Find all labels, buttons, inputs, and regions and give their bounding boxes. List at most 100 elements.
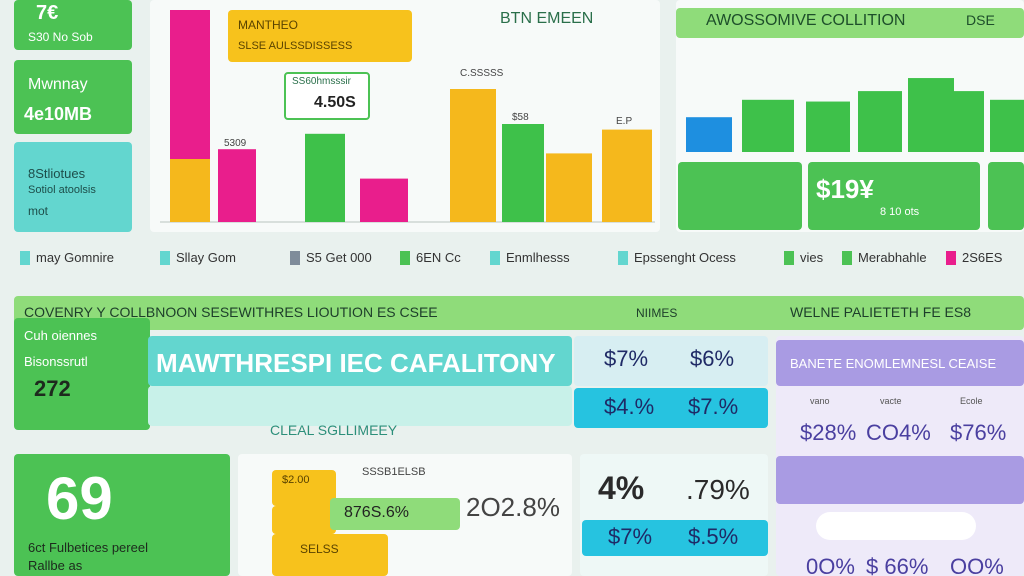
legend-item: 6EN Cc bbox=[400, 250, 461, 265]
right-subcard-text: $19¥ bbox=[816, 174, 874, 204]
yellow-label1: $2.00 bbox=[282, 474, 310, 486]
bar bbox=[858, 91, 902, 152]
cyan-r2c1: $4.% bbox=[604, 394, 655, 419]
data-label: C.SSSSS bbox=[460, 68, 504, 79]
purple-band bbox=[776, 456, 1024, 504]
legend-item: Sllay Gom bbox=[160, 250, 236, 265]
bar bbox=[502, 124, 544, 222]
green-bar-label: 876S.6% bbox=[344, 504, 409, 521]
data-label: $58 bbox=[512, 112, 529, 123]
purple-b1: 0O% bbox=[806, 554, 855, 576]
purple-header: BANETE ENOMLEMNESL CEAISE bbox=[776, 340, 1024, 386]
legend-label: 6EN Cc bbox=[416, 250, 461, 265]
section2-banner: MAWTHRESPI IEC CAFALITONY bbox=[156, 348, 556, 378]
main-chart-banner: MANTHEO SLSE AULSSDISSESS bbox=[228, 10, 412, 62]
bar bbox=[806, 101, 850, 152]
bar bbox=[170, 159, 210, 222]
yellow-mid: SSSB1ELSB bbox=[362, 466, 426, 478]
main-chart-callout: SS60hmsssir 4.50S bbox=[284, 72, 370, 120]
legend-label: S5 Get 000 bbox=[306, 250, 372, 265]
bar bbox=[940, 91, 984, 152]
callout-value: 4.50S bbox=[314, 94, 356, 111]
legend-item: 2S6ES bbox=[946, 250, 1002, 265]
section2-header-far: WELNE PALIETETH FE ES8 bbox=[790, 304, 972, 320]
side-line2: Bisonssrutl bbox=[24, 354, 88, 369]
cyan-row2: $4.% $7.% bbox=[574, 388, 768, 428]
bar bbox=[360, 178, 408, 222]
legend-label: 2S6ES bbox=[962, 250, 1003, 265]
kpi-month-label: Mwnnay bbox=[28, 76, 88, 93]
purple-b3: OO% bbox=[950, 554, 1004, 576]
kpi-month-value: 4e10MB bbox=[24, 104, 93, 124]
purple-col2: vacte bbox=[880, 396, 902, 406]
cyan-r1c2: $6% bbox=[690, 346, 735, 371]
bar bbox=[686, 117, 732, 152]
kpi-card-teal: 8Stliotues Sotiol atoolsis mot bbox=[14, 142, 132, 232]
section2-side-card: Cuh oiennes Bisonssrutl 272 bbox=[14, 318, 150, 430]
banner-line1: MANTHEO bbox=[238, 18, 298, 32]
kpi-top-line1: 7€ bbox=[36, 2, 59, 24]
legend-label: Epssenght Ocess bbox=[634, 250, 736, 265]
bar bbox=[546, 153, 592, 222]
pct-big-1: 4% bbox=[598, 470, 645, 506]
legend-label: vies bbox=[800, 250, 824, 265]
section2-header-right: NIIMES bbox=[636, 306, 678, 320]
purple-val2: CO4% bbox=[866, 420, 931, 445]
bottom-green-bar: 876S.6% bbox=[330, 498, 460, 530]
legend-item: vies bbox=[784, 250, 823, 265]
legend-item: Enmlhesss bbox=[490, 250, 570, 265]
kpi-card-month: Mwnnay 4e10MB bbox=[14, 60, 132, 134]
purple-b2: $ 66% bbox=[866, 554, 929, 576]
bar bbox=[990, 99, 1024, 152]
kpi-teal-line1: 8Stliotues bbox=[28, 166, 86, 181]
big-value: 69 bbox=[46, 465, 113, 532]
purple-val3: $76% bbox=[950, 420, 1007, 445]
pct-big-2: .79% bbox=[686, 474, 750, 505]
big-value-card: 69 6ct Fulbetices pereel Rallbe as bbox=[14, 454, 230, 576]
purple-col1: vano bbox=[810, 396, 830, 406]
bar bbox=[218, 149, 256, 222]
legend-swatch bbox=[400, 250, 410, 265]
cyan-b2: $.5% bbox=[688, 524, 739, 549]
clean-label: CLEAL SGLLIMEEY bbox=[270, 422, 398, 438]
right-subcard-1 bbox=[678, 162, 802, 230]
kpi-teal-line3: mot bbox=[28, 204, 49, 218]
bar bbox=[742, 99, 794, 152]
bar bbox=[305, 133, 345, 222]
big-label2: Rallbe as bbox=[28, 558, 83, 573]
right-bar-chart bbox=[686, 78, 1024, 152]
right-chart-title: AWOSSOMIVE COLLITION bbox=[706, 12, 906, 29]
kpi-teal-line2: Sotiol atoolsis bbox=[28, 184, 96, 196]
legend-label: Enmlhesss bbox=[506, 250, 570, 265]
data-label: E.P bbox=[616, 116, 632, 127]
legend-item: Merabhahle bbox=[842, 250, 927, 265]
legend-swatch bbox=[842, 250, 852, 265]
data-label: 5309 bbox=[224, 138, 247, 149]
section2-banner-card: MAWTHRESPI IEC CAFALITONY bbox=[148, 336, 572, 386]
purple-col3: Ecole bbox=[960, 396, 983, 406]
callout-label: SS60hmsssir bbox=[292, 76, 351, 87]
legend-label: Merabhahle bbox=[858, 250, 927, 265]
bottom-yellow-2 bbox=[272, 506, 336, 534]
bar bbox=[170, 10, 210, 128]
right-chart-corner: DSE bbox=[966, 12, 995, 28]
big-mid-value: 2O2.8% bbox=[466, 492, 560, 522]
cyan-b1: $7% bbox=[608, 524, 653, 549]
legend-label: Sllay Gom bbox=[176, 250, 236, 265]
yellow-label2: SELSS bbox=[300, 542, 339, 556]
kpi-card-top: 7€ S30 No Sob bbox=[14, 0, 132, 50]
right-subcard-sub: 8 10 ots bbox=[880, 206, 920, 218]
legend-swatch bbox=[290, 250, 300, 265]
legend-swatch bbox=[20, 250, 30, 265]
cyan-grid-bg bbox=[574, 336, 768, 386]
cyan-r1c1: $7% bbox=[604, 346, 649, 371]
legend-swatch bbox=[784, 250, 794, 265]
right-subcard-2: $19¥ 8 10 ots bbox=[808, 162, 980, 230]
kpi-top-line2: S30 No Sob bbox=[28, 30, 93, 44]
right-subcard-3 bbox=[988, 162, 1024, 230]
legend-swatch bbox=[946, 250, 956, 265]
purple-val1: $28% bbox=[800, 420, 857, 445]
legend-item: S5 Get 000 bbox=[290, 250, 372, 265]
side-line1: Cuh oiennes bbox=[24, 328, 97, 343]
bottom-yellow-3: SELSS bbox=[272, 534, 388, 576]
